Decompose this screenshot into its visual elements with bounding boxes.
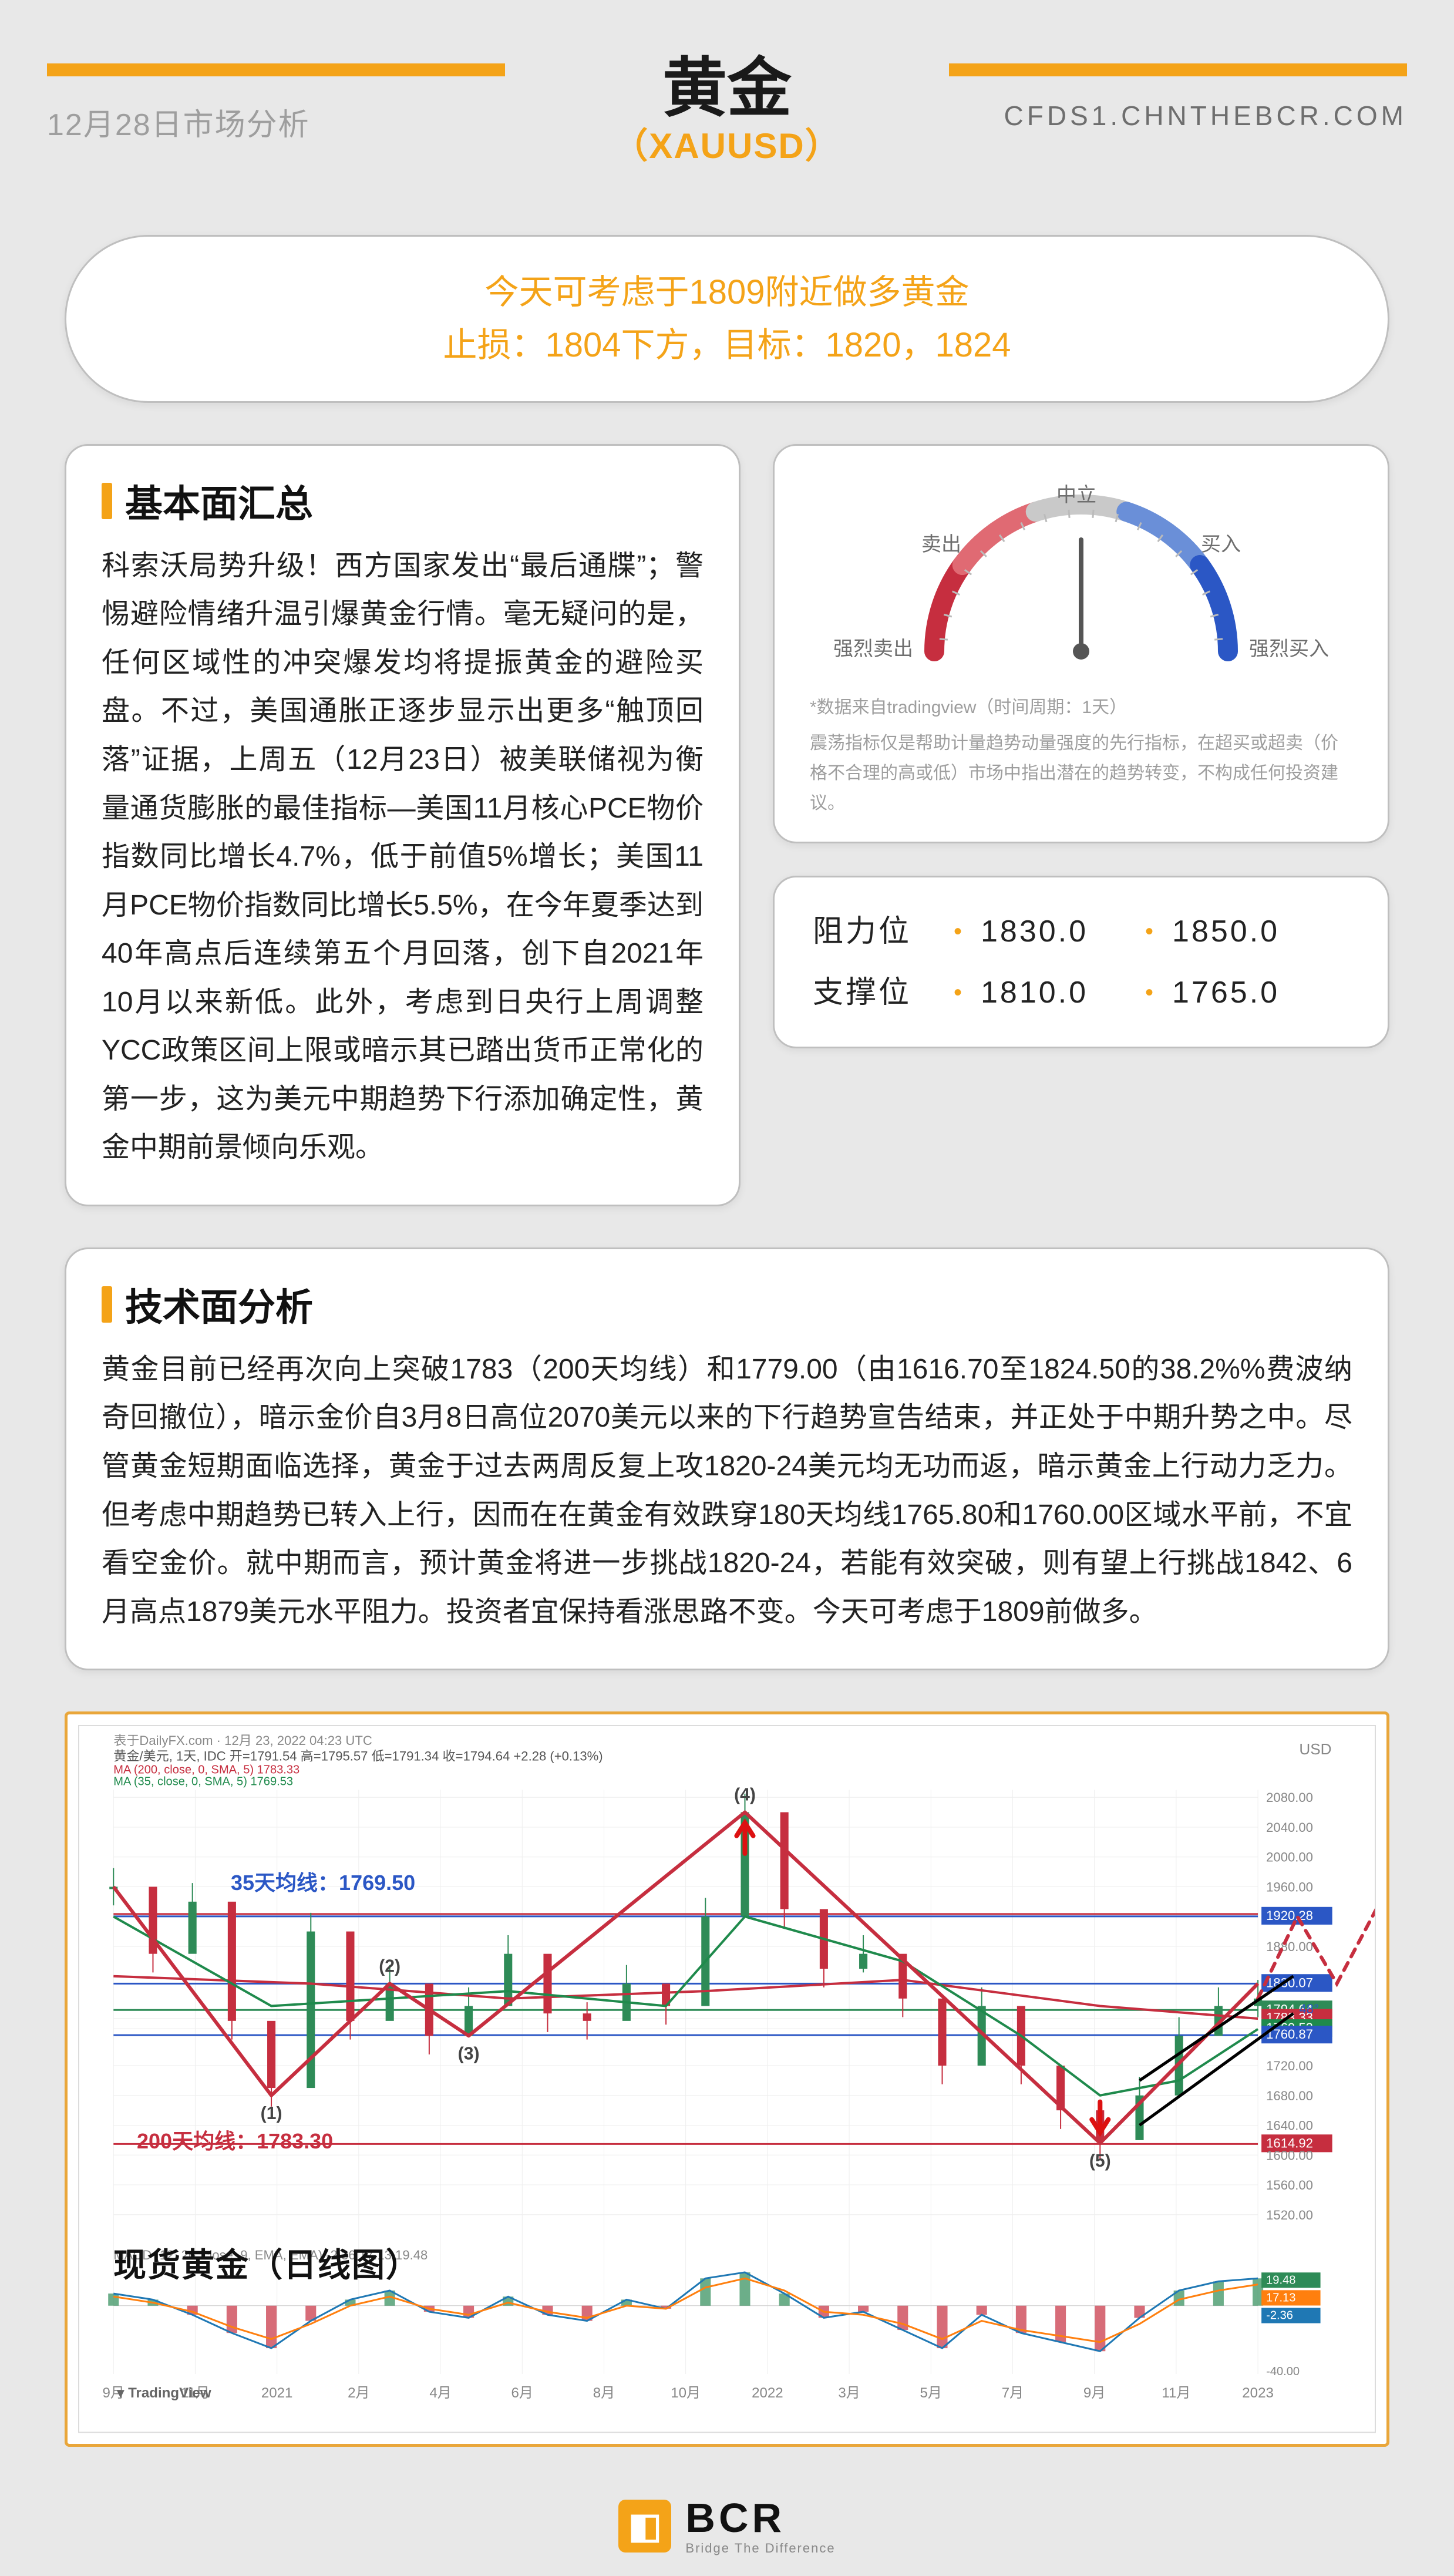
technical-card: 技术面分析 黄金目前已经再次向上突破1783（200天均线）和1779.00（由… <box>65 1247 1389 1670</box>
svg-text:(2): (2) <box>379 1956 400 1976</box>
chart-frame: 表于DailyFX.com · 12月 23, 2022 04:23 UTC黄金… <box>65 1711 1389 2446</box>
gauge-label-strong-buy: 强烈买入 <box>1249 633 1329 661</box>
fundamental-card: 基本面汇总 科索沃局势升级！西方国家发出“最后通牒”；警惕避险情绪升温引爆黄金行… <box>65 444 741 1206</box>
svg-text:19.48: 19.48 <box>1266 2274 1295 2286</box>
gauge-label-neutral: 中立 <box>1056 479 1096 507</box>
brand-tagline: Bridge The Difference <box>685 2542 835 2555</box>
svg-text:-40.00: -40.00 <box>1266 2365 1300 2378</box>
trade-idea-callout: 今天可考虑于1809附近做多黄金 止损：1804下方，目标：1820，1824 <box>65 235 1389 403</box>
svg-text:(5): (5) <box>1089 2151 1111 2171</box>
svg-text:8月: 8月 <box>593 2385 615 2401</box>
svg-text:1600.00: 1600.00 <box>1266 2148 1313 2163</box>
chart-anno-35ma: 35天均线：1769.50 <box>231 1866 415 1896</box>
svg-text:(4): (4) <box>734 1785 756 1805</box>
callout-line-2: 止损：1804下方，目标：1820，1824 <box>90 319 1364 372</box>
date-label: 12月28日市场分析 <box>47 100 310 144</box>
svg-text:MA (35, close, 0, SMA, 5) 1769: MA (35, close, 0, SMA, 5) 1769.53 <box>113 1775 293 1788</box>
support-row: 支撑位 • 1810.0 • 1765.0 <box>813 962 1349 1023</box>
brand-name: BCR <box>685 2497 835 2538</box>
svg-text:▾ TradingView: ▾ TradingView <box>116 2385 211 2401</box>
gauge-footnote-1: *数据来自tradingview（时间周期：1天） <box>810 692 1352 722</box>
fundamental-text: 科索沃局势升级！西方国家发出“最后通牒”；警惕避险情绪升温引爆黄金行情。毫无疑问… <box>66 542 739 1205</box>
sentiment-gauge-card: 强烈卖出 卖出 中立 买入 强烈买入 *数据来自tradingview（时间周期… <box>773 444 1389 843</box>
svg-text:9月: 9月 <box>1083 2385 1106 2401</box>
technical-text: 黄金目前已经再次向上突破1783（200天均线）和1779.00（由1616.7… <box>66 1346 1388 1669</box>
support-value-1: 1810.0 <box>981 962 1122 1023</box>
technical-title: 技术面分析 <box>66 1249 1388 1346</box>
price-chart: 表于DailyFX.com · 12月 23, 2022 04:23 UTC黄金… <box>78 1725 1376 2433</box>
svg-text:1560.00: 1560.00 <box>1266 2178 1313 2192</box>
svg-text:表于DailyFX.com · 12月 23, 2022 0: 表于DailyFX.com · 12月 23, 2022 04:23 UTC <box>113 1733 372 1748</box>
gauge-label-buy: 买入 <box>1201 528 1241 557</box>
source-url: CFDS1.CHNTHEBCR.COM <box>1004 100 1407 132</box>
svg-text:1880.00: 1880.00 <box>1266 1939 1313 1954</box>
svg-text:10月: 10月 <box>671 2385 701 2401</box>
svg-text:(3): (3) <box>458 2044 480 2064</box>
svg-text:1920.28: 1920.28 <box>1266 1908 1313 1923</box>
resistance-value-1: 1830.0 <box>981 901 1122 962</box>
bullet-icon: • <box>1145 969 1153 1016</box>
gauge-label-strong-sell: 强烈卖出 <box>833 633 913 661</box>
bullet-icon: • <box>954 908 962 955</box>
svg-text:2000.00: 2000.00 <box>1266 1850 1313 1865</box>
svg-text:(1): (1) <box>261 2104 282 2123</box>
svg-text:2021: 2021 <box>261 2385 293 2401</box>
svg-text:1720.00: 1720.00 <box>1266 2059 1313 2073</box>
svg-text:1960.00: 1960.00 <box>1266 1880 1313 1895</box>
svg-text:2040.00: 2040.00 <box>1266 1820 1313 1835</box>
callout-line-1: 今天可考虑于1809附近做多黄金 <box>90 266 1364 319</box>
svg-text:2月: 2月 <box>348 2385 370 2401</box>
chart-anno-200ma: 200天均线：1783.30 <box>137 2124 333 2155</box>
svg-text:-2.36: -2.36 <box>1266 2309 1293 2322</box>
svg-text:11月: 11月 <box>1162 2385 1190 2401</box>
svg-text:48°: 48° <box>1299 2002 1318 2016</box>
footer: ◧ BCR Bridge The Difference <box>0 2476 1454 2576</box>
svg-text:3月: 3月 <box>838 2385 860 2401</box>
resistance-label: 阻力位 <box>813 901 930 962</box>
sentiment-gauge: 强烈卖出 卖出 中立 买入 强烈买入 <box>810 475 1352 687</box>
svg-text:USD: USD <box>1299 1740 1331 1758</box>
levels-card: 阻力位 • 1830.0 • 1850.0 支撑位 • 1810.0 • 176… <box>773 876 1389 1048</box>
svg-text:4月: 4月 <box>429 2385 452 2401</box>
chart-title: 现货黄金（日线图） <box>113 2239 420 2286</box>
svg-text:2023: 2023 <box>1242 2385 1274 2401</box>
support-label: 支撑位 <box>813 962 930 1023</box>
gauge-footnote-2: 震荡指标仅是帮助计量趋势动量强度的先行指标，在超买或超卖（价格不合理的高或低）市… <box>810 728 1352 818</box>
svg-text:2022: 2022 <box>752 2385 783 2401</box>
svg-text:1680.00: 1680.00 <box>1266 2089 1313 2103</box>
svg-text:5月: 5月 <box>920 2385 943 2401</box>
brand-logo-icon: ◧ <box>618 2500 671 2553</box>
svg-text:1520.00: 1520.00 <box>1266 2208 1313 2222</box>
svg-text:17.13: 17.13 <box>1266 2292 1295 2305</box>
resistance-row: 阻力位 • 1830.0 • 1850.0 <box>813 901 1349 962</box>
svg-text:1640.00: 1640.00 <box>1266 2118 1313 2133</box>
svg-text:7月: 7月 <box>1002 2385 1024 2401</box>
svg-text:6月: 6月 <box>511 2385 534 2401</box>
svg-text:2080.00: 2080.00 <box>1266 1790 1313 1805</box>
svg-text:黄金/美元, 1天, IDC 开=1791.54 高=1: 黄金/美元, 1天, IDC 开=1791.54 高=1795.57 低=179… <box>113 1748 603 1763</box>
bullet-icon: • <box>954 969 962 1016</box>
bullet-icon: • <box>1145 908 1153 955</box>
fundamental-title: 基本面汇总 <box>66 446 739 542</box>
header: 黄金 （XAUUSD） 12月28日市场分析 CFDS1.CHNTHEBCR.C… <box>0 0 1454 200</box>
gauge-label-sell: 卖出 <box>921 528 961 557</box>
support-value-2: 1765.0 <box>1172 962 1313 1023</box>
svg-text:MA (200, close, 0, SMA, 5) 178: MA (200, close, 0, SMA, 5) 1783.33 <box>113 1764 299 1777</box>
resistance-value-2: 1850.0 <box>1172 901 1313 962</box>
